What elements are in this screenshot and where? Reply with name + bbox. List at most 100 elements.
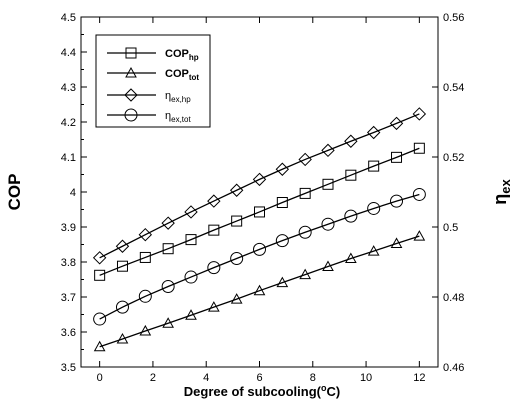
y-left-tick-label: 3.6 bbox=[61, 327, 76, 339]
legend-label: COPtot bbox=[165, 68, 199, 82]
data-point-square bbox=[413, 142, 425, 154]
data-point-triangle bbox=[230, 293, 243, 304]
y-axis-title-right-sub: ex bbox=[498, 179, 513, 194]
data-point-circle bbox=[275, 234, 289, 248]
data-point-diamond bbox=[389, 116, 404, 131]
legend-label: ηex,hp bbox=[165, 90, 191, 104]
data-point-square bbox=[185, 234, 197, 246]
data-point-triangle bbox=[345, 252, 357, 263]
legend-box bbox=[95, 34, 211, 128]
y-right-tick-label: 0.48 bbox=[443, 292, 464, 304]
data-point-square bbox=[162, 243, 174, 255]
data-point-triangle bbox=[276, 276, 289, 288]
legend-label-sub: hp bbox=[189, 53, 199, 62]
x-tick-label: 0 bbox=[97, 372, 103, 384]
x-tick-label: 6 bbox=[256, 372, 262, 384]
data-point-square bbox=[322, 178, 334, 190]
x-tick-label: 10 bbox=[360, 372, 372, 384]
data-point-circle bbox=[230, 252, 244, 265]
legend-label-main: η bbox=[165, 110, 171, 122]
x-axis-title: Degree of subcooling(oC) bbox=[184, 383, 340, 399]
data-point-triangle bbox=[390, 237, 403, 248]
data-point-circle bbox=[390, 194, 404, 208]
data-point-diamond bbox=[138, 227, 153, 242]
data-point-diamond bbox=[207, 194, 221, 208]
y-axis-title-left: COP bbox=[5, 174, 24, 211]
data-point-diamond bbox=[412, 107, 427, 121]
y-left-tick-label: 4 bbox=[70, 187, 76, 199]
legend-label-sub: ex,tot bbox=[171, 115, 191, 124]
y-right-tick-label: 0.46 bbox=[443, 362, 464, 374]
data-point-diamond bbox=[92, 251, 107, 265]
data-point-circle bbox=[321, 217, 335, 231]
data-point-triangle bbox=[253, 284, 266, 296]
data-point-diamond bbox=[321, 143, 335, 158]
data-point-triangle bbox=[125, 66, 137, 78]
legend-label: COPhp bbox=[165, 48, 199, 62]
data-point-square bbox=[254, 206, 265, 218]
data-point-diamond bbox=[344, 134, 358, 148]
data-point-diamond bbox=[184, 205, 198, 219]
legend-label-main: η bbox=[165, 90, 171, 102]
data-point-diamond bbox=[275, 162, 290, 176]
data-point-diamond bbox=[366, 125, 381, 140]
y-left-tick-label: 3.9 bbox=[61, 222, 76, 234]
data-point-triangle bbox=[93, 340, 106, 352]
y-right-tick-label: 0.5 bbox=[443, 222, 458, 234]
series-circle bbox=[93, 187, 426, 326]
x-tick-label: 4 bbox=[203, 372, 209, 384]
legend-label-sub: tot bbox=[189, 73, 200, 82]
series-line bbox=[99, 193, 420, 320]
data-point-square bbox=[125, 47, 137, 59]
data-point-circle bbox=[298, 225, 312, 239]
series-triangle bbox=[93, 230, 426, 352]
data-point-diamond bbox=[124, 88, 138, 102]
data-point-circle bbox=[161, 280, 175, 293]
axis-ticks: 0 2 4 6 8 10 12 3.5 3.6 3.7 3.8 3.9 4 4.1 4.2 4.3 4.4 4.5… bbox=[61, 12, 465, 384]
data-point-triangle bbox=[413, 230, 426, 241]
data-point-triangle bbox=[139, 324, 152, 336]
y-right-tick-label: 0.54 bbox=[443, 82, 464, 94]
data-point-circle bbox=[138, 289, 152, 303]
series-line bbox=[99, 235, 420, 348]
data-point-circle bbox=[412, 187, 426, 201]
data-point-triangle bbox=[367, 245, 380, 256]
y-right-tick-label: 0.56 bbox=[443, 12, 464, 24]
x-axis-title-sup: o bbox=[321, 383, 327, 393]
data-point-circle bbox=[93, 312, 107, 326]
series-diamond bbox=[92, 107, 427, 265]
series-layer bbox=[92, 107, 427, 352]
data-point-triangle bbox=[322, 260, 334, 272]
y-left-tick-label: 4.2 bbox=[61, 117, 76, 129]
data-point-circle bbox=[184, 270, 198, 284]
legend-label: ηex,tot bbox=[165, 110, 191, 124]
y-left-tick-label: 4.5 bbox=[61, 12, 76, 24]
data-point-square bbox=[345, 169, 357, 181]
y-axis-title-right: ηex bbox=[490, 179, 513, 205]
data-point-triangle bbox=[207, 301, 220, 312]
y-left-tick-label: 4.4 bbox=[61, 47, 76, 59]
data-point-diamond bbox=[298, 152, 312, 167]
y-left-tick-label: 4.3 bbox=[61, 82, 76, 94]
data-point-diamond bbox=[252, 172, 267, 187]
data-point-circle bbox=[367, 201, 381, 215]
data-point-triangle bbox=[299, 268, 312, 280]
y-axis-title-right-symbol: η bbox=[490, 194, 510, 205]
series-line bbox=[99, 147, 420, 276]
data-point-square bbox=[94, 269, 106, 281]
legend-label-main: COP bbox=[165, 68, 189, 80]
data-point-circle bbox=[253, 242, 266, 256]
series-square bbox=[94, 142, 425, 281]
data-point-circle bbox=[207, 261, 221, 275]
x-tick-label: 2 bbox=[150, 372, 156, 384]
data-point-square bbox=[368, 160, 380, 172]
data-point-diamond bbox=[161, 216, 175, 230]
x-axis-title-main: Degree of subcooling( bbox=[184, 384, 322, 399]
data-point-square bbox=[208, 224, 220, 236]
data-point-square bbox=[231, 215, 243, 227]
data-point-triangle bbox=[162, 317, 174, 328]
data-point-square bbox=[391, 151, 403, 163]
data-point-triangle bbox=[185, 309, 197, 320]
